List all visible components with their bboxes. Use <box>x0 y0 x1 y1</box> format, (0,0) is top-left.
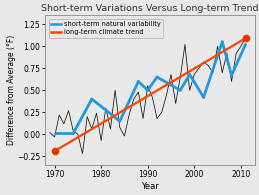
Legend: short-term natural variability, long-term climate trend: short-term natural variability, long-ter… <box>49 19 163 38</box>
X-axis label: Year: Year <box>141 182 159 191</box>
Title: Short-term Variations Versus Long-term Trend: Short-term Variations Versus Long-term T… <box>41 4 259 13</box>
Y-axis label: Difference from Average (°F): Difference from Average (°F) <box>7 35 16 145</box>
